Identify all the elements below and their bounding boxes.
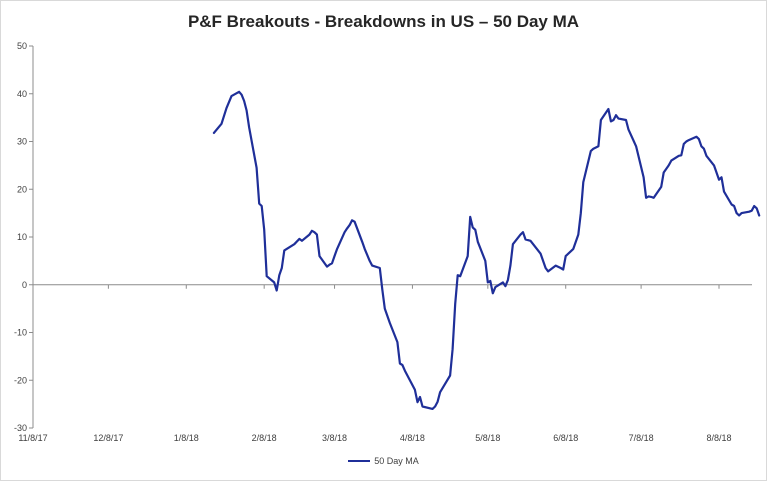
y-tick-label: 30 bbox=[17, 137, 27, 147]
x-tick-label: 12/8/17 bbox=[93, 433, 123, 443]
x-tick-label: 3/8/18 bbox=[322, 433, 347, 443]
x-tick-label: 6/8/18 bbox=[553, 433, 578, 443]
y-tick-label: 20 bbox=[17, 184, 27, 194]
series-layer bbox=[212, 90, 761, 410]
x-tick-label: 8/8/18 bbox=[706, 433, 731, 443]
y-tick-label: -10 bbox=[14, 328, 27, 338]
series-line-50-day-ma bbox=[212, 90, 761, 410]
x-tick-label: 1/8/18 bbox=[174, 433, 199, 443]
x-tick-label: 4/8/18 bbox=[400, 433, 425, 443]
x-tick-label: 7/8/18 bbox=[629, 433, 654, 443]
x-tick-label: 2/8/18 bbox=[252, 433, 277, 443]
x-tick-label: 5/8/18 bbox=[475, 433, 500, 443]
y-tick-label: 50 bbox=[17, 41, 27, 51]
y-tick-label: 40 bbox=[17, 89, 27, 99]
legend-label: 50 Day MA bbox=[374, 456, 419, 466]
y-tick-label: -20 bbox=[14, 375, 27, 385]
x-tick-label: 11/8/17 bbox=[18, 433, 47, 443]
y-tick-label: 0 bbox=[22, 280, 27, 290]
y-tick-label: -30 bbox=[14, 423, 27, 433]
y-tick-label: 10 bbox=[17, 232, 27, 242]
chart-title: P&F Breakouts - Breakdowns in US – 50 Da… bbox=[187, 12, 580, 31]
x-axis: 11/8/17 12/8/17 1/8/18 2/8/18 3/8/18 4/8/18 5/… bbox=[18, 284, 752, 443]
legend-swatch bbox=[348, 460, 371, 462]
chart-legend: 50 Day MA bbox=[0, 456, 767, 466]
y-axis: 50 40 30 20 10 0 -10 -20 -30 bbox=[14, 41, 34, 433]
